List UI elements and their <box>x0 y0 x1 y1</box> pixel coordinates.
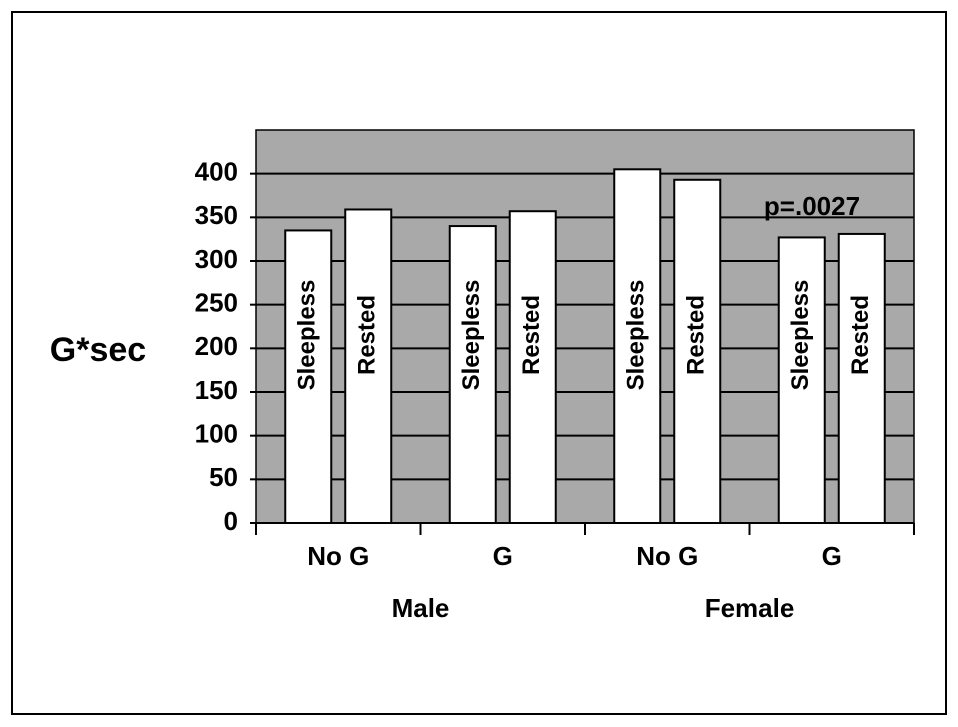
y-tick-label: 350 <box>195 200 238 230</box>
y-tick-label: 150 <box>195 375 238 405</box>
group-label: Female <box>705 593 795 623</box>
y-tick-label: 250 <box>195 288 238 318</box>
bar <box>613 168 662 525</box>
x-tick-label: G <box>493 541 513 571</box>
bar <box>508 210 557 524</box>
bar-label: Sleepless <box>623 280 650 391</box>
x-tick-label: No G <box>636 541 698 571</box>
bar-label: Sleepless <box>294 280 321 391</box>
bar <box>837 232 886 524</box>
bar <box>284 229 333 525</box>
y-tick-label: 400 <box>195 157 238 187</box>
bar-label: Sleepless <box>787 280 814 391</box>
y-tick-label: 200 <box>195 331 238 361</box>
bar <box>448 225 497 524</box>
bar <box>777 236 826 524</box>
x-tick-label: G <box>822 541 842 571</box>
bar-label: Rested <box>354 295 381 375</box>
y-axis-label: G*sec <box>50 331 146 369</box>
bar <box>673 178 722 524</box>
annotation: p=.0027 <box>764 191 860 221</box>
y-tick-label: 50 <box>209 462 238 492</box>
bar <box>344 208 393 524</box>
bar-label: Sleepless <box>458 280 485 391</box>
y-tick-label: 100 <box>195 419 238 449</box>
y-tick-label: 0 <box>224 506 238 536</box>
group-label: Male <box>392 593 450 623</box>
bar-label: Rested <box>518 295 545 375</box>
y-tick-label: 300 <box>195 244 238 274</box>
bar-label: Rested <box>683 295 710 375</box>
bar-label: Rested <box>847 295 874 375</box>
x-tick-label: No G <box>307 541 369 571</box>
